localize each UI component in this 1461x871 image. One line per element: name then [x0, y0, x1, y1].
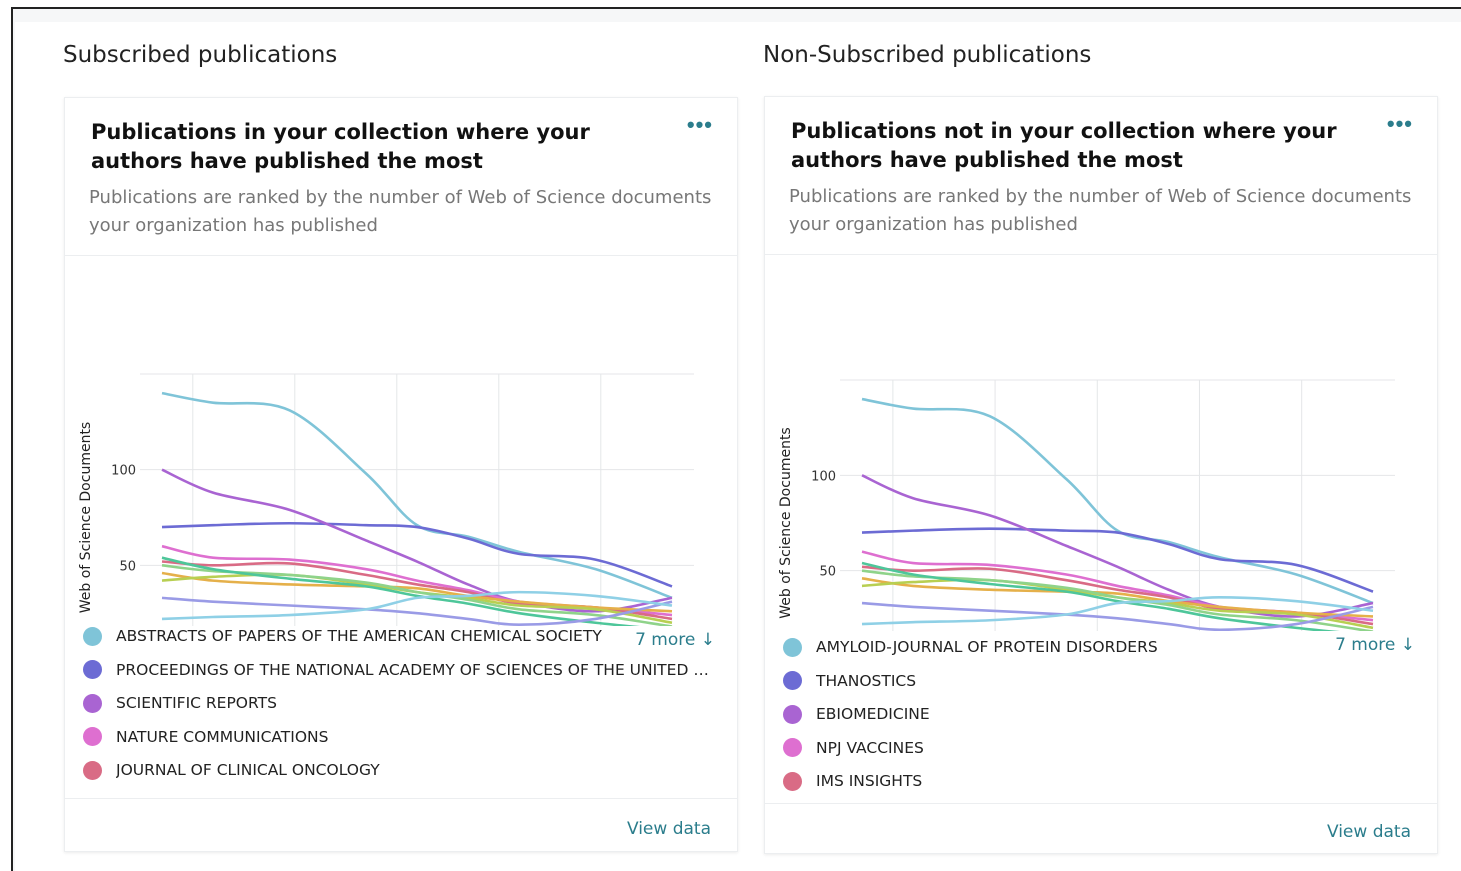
- legend-item[interactable]: JOURNAL OF CLINICAL ONCOLOGY: [83, 759, 380, 781]
- card-header: Publications in your collection where yo…: [65, 98, 737, 256]
- series-line-10[interactable]: [161, 596, 673, 626]
- line-chart: 5010020182019202020212022Publication Yea…: [78, 373, 694, 626]
- show-more-label: 7 more: [1335, 635, 1396, 655]
- series-line-6[interactable]: [861, 577, 1374, 618]
- series-line-1[interactable]: [861, 397, 1374, 605]
- legend-swatch: [83, 760, 102, 780]
- legend-label: AMYLOID-JOURNAL OF PROTEIN DISORDERS: [816, 638, 1158, 656]
- series-line-4[interactable]: [161, 544, 673, 617]
- series-line-11[interactable]: [861, 596, 1374, 626]
- section-heading-subscribed: Subscribed publications: [63, 42, 338, 68]
- series-line-10[interactable]: [861, 601, 1374, 631]
- legend-label: THANOSTICS: [816, 671, 917, 690]
- legend-item[interactable]: AMYLOID-JOURNAL OF PROTEIN DISORDERS: [783, 636, 1158, 658]
- chart-card-subscribed: Publications in your collection where yo…: [64, 97, 738, 852]
- y-axis-label: Web of Science Documents: [78, 422, 94, 613]
- more-horizontal-icon[interactable]: •••: [1386, 111, 1413, 136]
- legend-item[interactable]: IMS INSIGHTS: [783, 770, 922, 792]
- section-heading-non-subscribed: Non-Subscribed publications: [763, 42, 1092, 68]
- series-line-1[interactable]: [161, 391, 673, 600]
- view-data-link[interactable]: View data: [626, 819, 711, 839]
- show-more-label: 7 more: [635, 630, 696, 650]
- legend-swatch: [83, 660, 102, 680]
- series-line-6[interactable]: [161, 571, 673, 613]
- legend-item[interactable]: NATURE COMMUNICATIONS: [83, 726, 328, 748]
- legend-label: EBIOMEDICINE: [816, 705, 930, 724]
- legend-swatch: [83, 626, 102, 646]
- legend-label: NPJ VACCINES: [816, 738, 924, 757]
- legend-swatch: [783, 637, 802, 657]
- legend-swatch: [783, 771, 802, 791]
- card-title: Publications not in your collection wher…: [791, 119, 1337, 172]
- y-tick-label: 100: [811, 469, 836, 484]
- legend-label: JOURNAL OF CLINICAL ONCOLOGY: [116, 761, 380, 780]
- series-line-3[interactable]: [161, 468, 673, 613]
- card-title: Publications in your collection where yo…: [91, 120, 590, 173]
- card-subtitle: Publications are ranked by the number of…: [789, 186, 1412, 235]
- legend-item[interactable]: THANOSTICS: [783, 670, 916, 692]
- series-line-4[interactable]: [861, 550, 1374, 622]
- legend-item[interactable]: EBIOMEDICINE: [783, 703, 930, 725]
- legend-label: SCIENTIFIC REPORTS: [116, 694, 277, 713]
- card-footer: View data: [765, 803, 1437, 855]
- series-line-2[interactable]: [861, 527, 1374, 593]
- legend-label: PROCEEDINGS OF THE NATIONAL ACADEMY OF S…: [116, 660, 716, 679]
- legend-item[interactable]: ABSTRACTS OF PAPERS OF THE AMERICAN CHEM…: [83, 625, 602, 647]
- series-line-3[interactable]: [861, 474, 1374, 618]
- more-horizontal-icon[interactable]: •••: [686, 112, 713, 137]
- card-subtitle: Publications are ranked by the number of…: [89, 187, 712, 236]
- legend-item[interactable]: NPJ VACCINES: [783, 737, 924, 759]
- arrow-down-icon: ↓: [700, 630, 715, 650]
- chart-card-non-subscribed: Publications not in your collection wher…: [764, 96, 1438, 854]
- view-data-link[interactable]: View data: [1326, 822, 1411, 842]
- legend-item[interactable]: SCIENTIFIC REPORTS: [83, 692, 277, 714]
- show-more-link[interactable]: 7 more ↓: [635, 630, 715, 650]
- legend-label: ABSTRACTS OF PAPERS OF THE AMERICAN CHEM…: [116, 627, 602, 645]
- y-tick-label: 100: [111, 464, 136, 479]
- card-footer: View data: [65, 798, 737, 853]
- legend-label: NATURE COMMUNICATIONS: [116, 727, 329, 746]
- line-chart: 5010020182019202020212022Publication Yea…: [778, 379, 1395, 631]
- y-axis-label: Web of Science Documents: [778, 427, 794, 618]
- legend-swatch: [783, 738, 802, 758]
- legend-item[interactable]: PROCEEDINGS OF THE NATIONAL ACADEMY OF S…: [83, 659, 716, 681]
- legend-swatch: [83, 693, 102, 713]
- y-tick-label: 50: [119, 559, 136, 574]
- legend-swatch: [83, 727, 102, 747]
- y-tick-label: 50: [819, 565, 836, 580]
- arrow-down-icon: ↓: [1400, 635, 1415, 655]
- legend-label: IMS INSIGHTS: [816, 772, 923, 791]
- show-more-link[interactable]: 7 more ↓: [1335, 635, 1415, 655]
- legend-swatch: [783, 704, 802, 724]
- series-line-2[interactable]: [161, 521, 673, 588]
- card-header: Publications not in your collection wher…: [765, 97, 1437, 255]
- legend-swatch: [783, 671, 802, 691]
- series-line-11[interactable]: [161, 590, 673, 621]
